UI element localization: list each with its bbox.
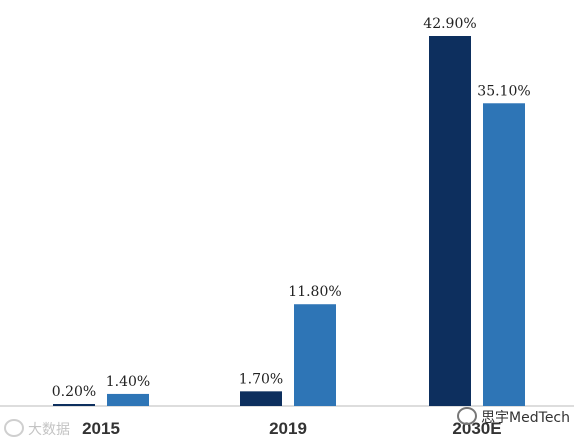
bar-2019-series-1 <box>240 391 282 406</box>
bar-2030E-series-2 <box>483 103 525 406</box>
bar-2015-series-1 <box>53 404 95 406</box>
x-tick-label-2019: 2019 <box>269 419 307 438</box>
data-label-2015-series-1: 0.20% <box>52 384 96 400</box>
watermark-left-text: 大数据 <box>28 422 70 438</box>
bar-2019-series-2 <box>294 304 336 406</box>
data-label-2019-series-2: 11.80% <box>288 284 341 300</box>
bar-2030E-series-1 <box>429 36 471 406</box>
data-label-2030E-series-1: 42.90% <box>423 16 476 32</box>
bar-2015-series-2 <box>107 393 149 406</box>
watermark-left: 大数据 <box>4 419 70 439</box>
watermark-right: 思宇MedTech <box>457 407 570 427</box>
data-label-2030E-series-2: 35.10% <box>477 83 530 99</box>
watermark-logo-icon <box>4 419 24 437</box>
x-tick-label-2015: 2015 <box>82 419 120 438</box>
wechat-logo-icon <box>457 407 478 425</box>
data-label-2019-series-1: 1.70% <box>239 371 283 387</box>
data-label-2015-series-2: 1.40% <box>106 374 150 390</box>
watermark-right-text: 思宇MedTech <box>481 410 570 426</box>
